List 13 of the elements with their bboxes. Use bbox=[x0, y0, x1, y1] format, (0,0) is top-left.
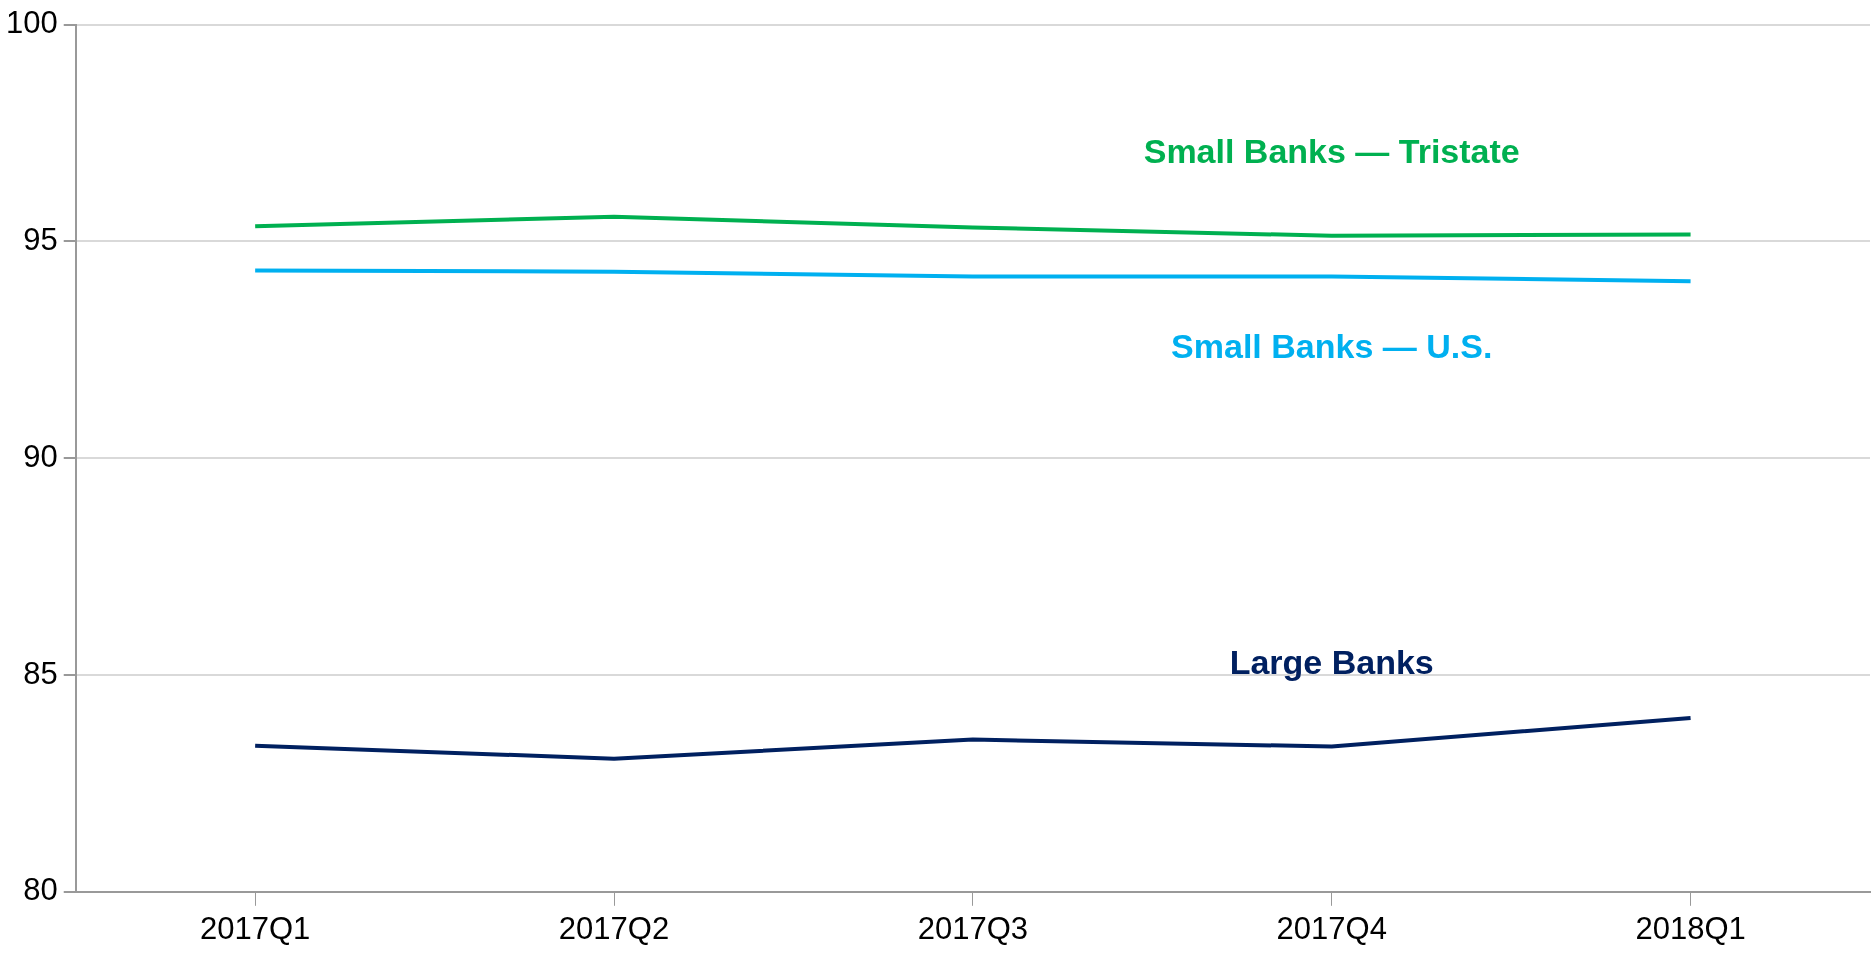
x-tick-label: 2017Q3 bbox=[917, 910, 1029, 946]
y-tick-label: 95 bbox=[23, 221, 58, 257]
y-tick-label: 80 bbox=[23, 872, 58, 908]
series-label: Small Banks — U.S. bbox=[1171, 326, 1493, 365]
series-label: Large Banks bbox=[1229, 642, 1434, 681]
y-tick-label: 85 bbox=[23, 655, 58, 691]
x-tick-label: 2018Q1 bbox=[1635, 910, 1746, 946]
x-tick-label: 2017Q1 bbox=[199, 910, 311, 946]
x-tick-label: 2017Q4 bbox=[1276, 910, 1387, 946]
y-tick-label: 100 bbox=[5, 5, 58, 41]
x-tick-label: 2017Q2 bbox=[558, 910, 670, 946]
y-tick-label: 90 bbox=[23, 438, 58, 474]
series-label: Small Banks — Tristate bbox=[1143, 132, 1520, 171]
